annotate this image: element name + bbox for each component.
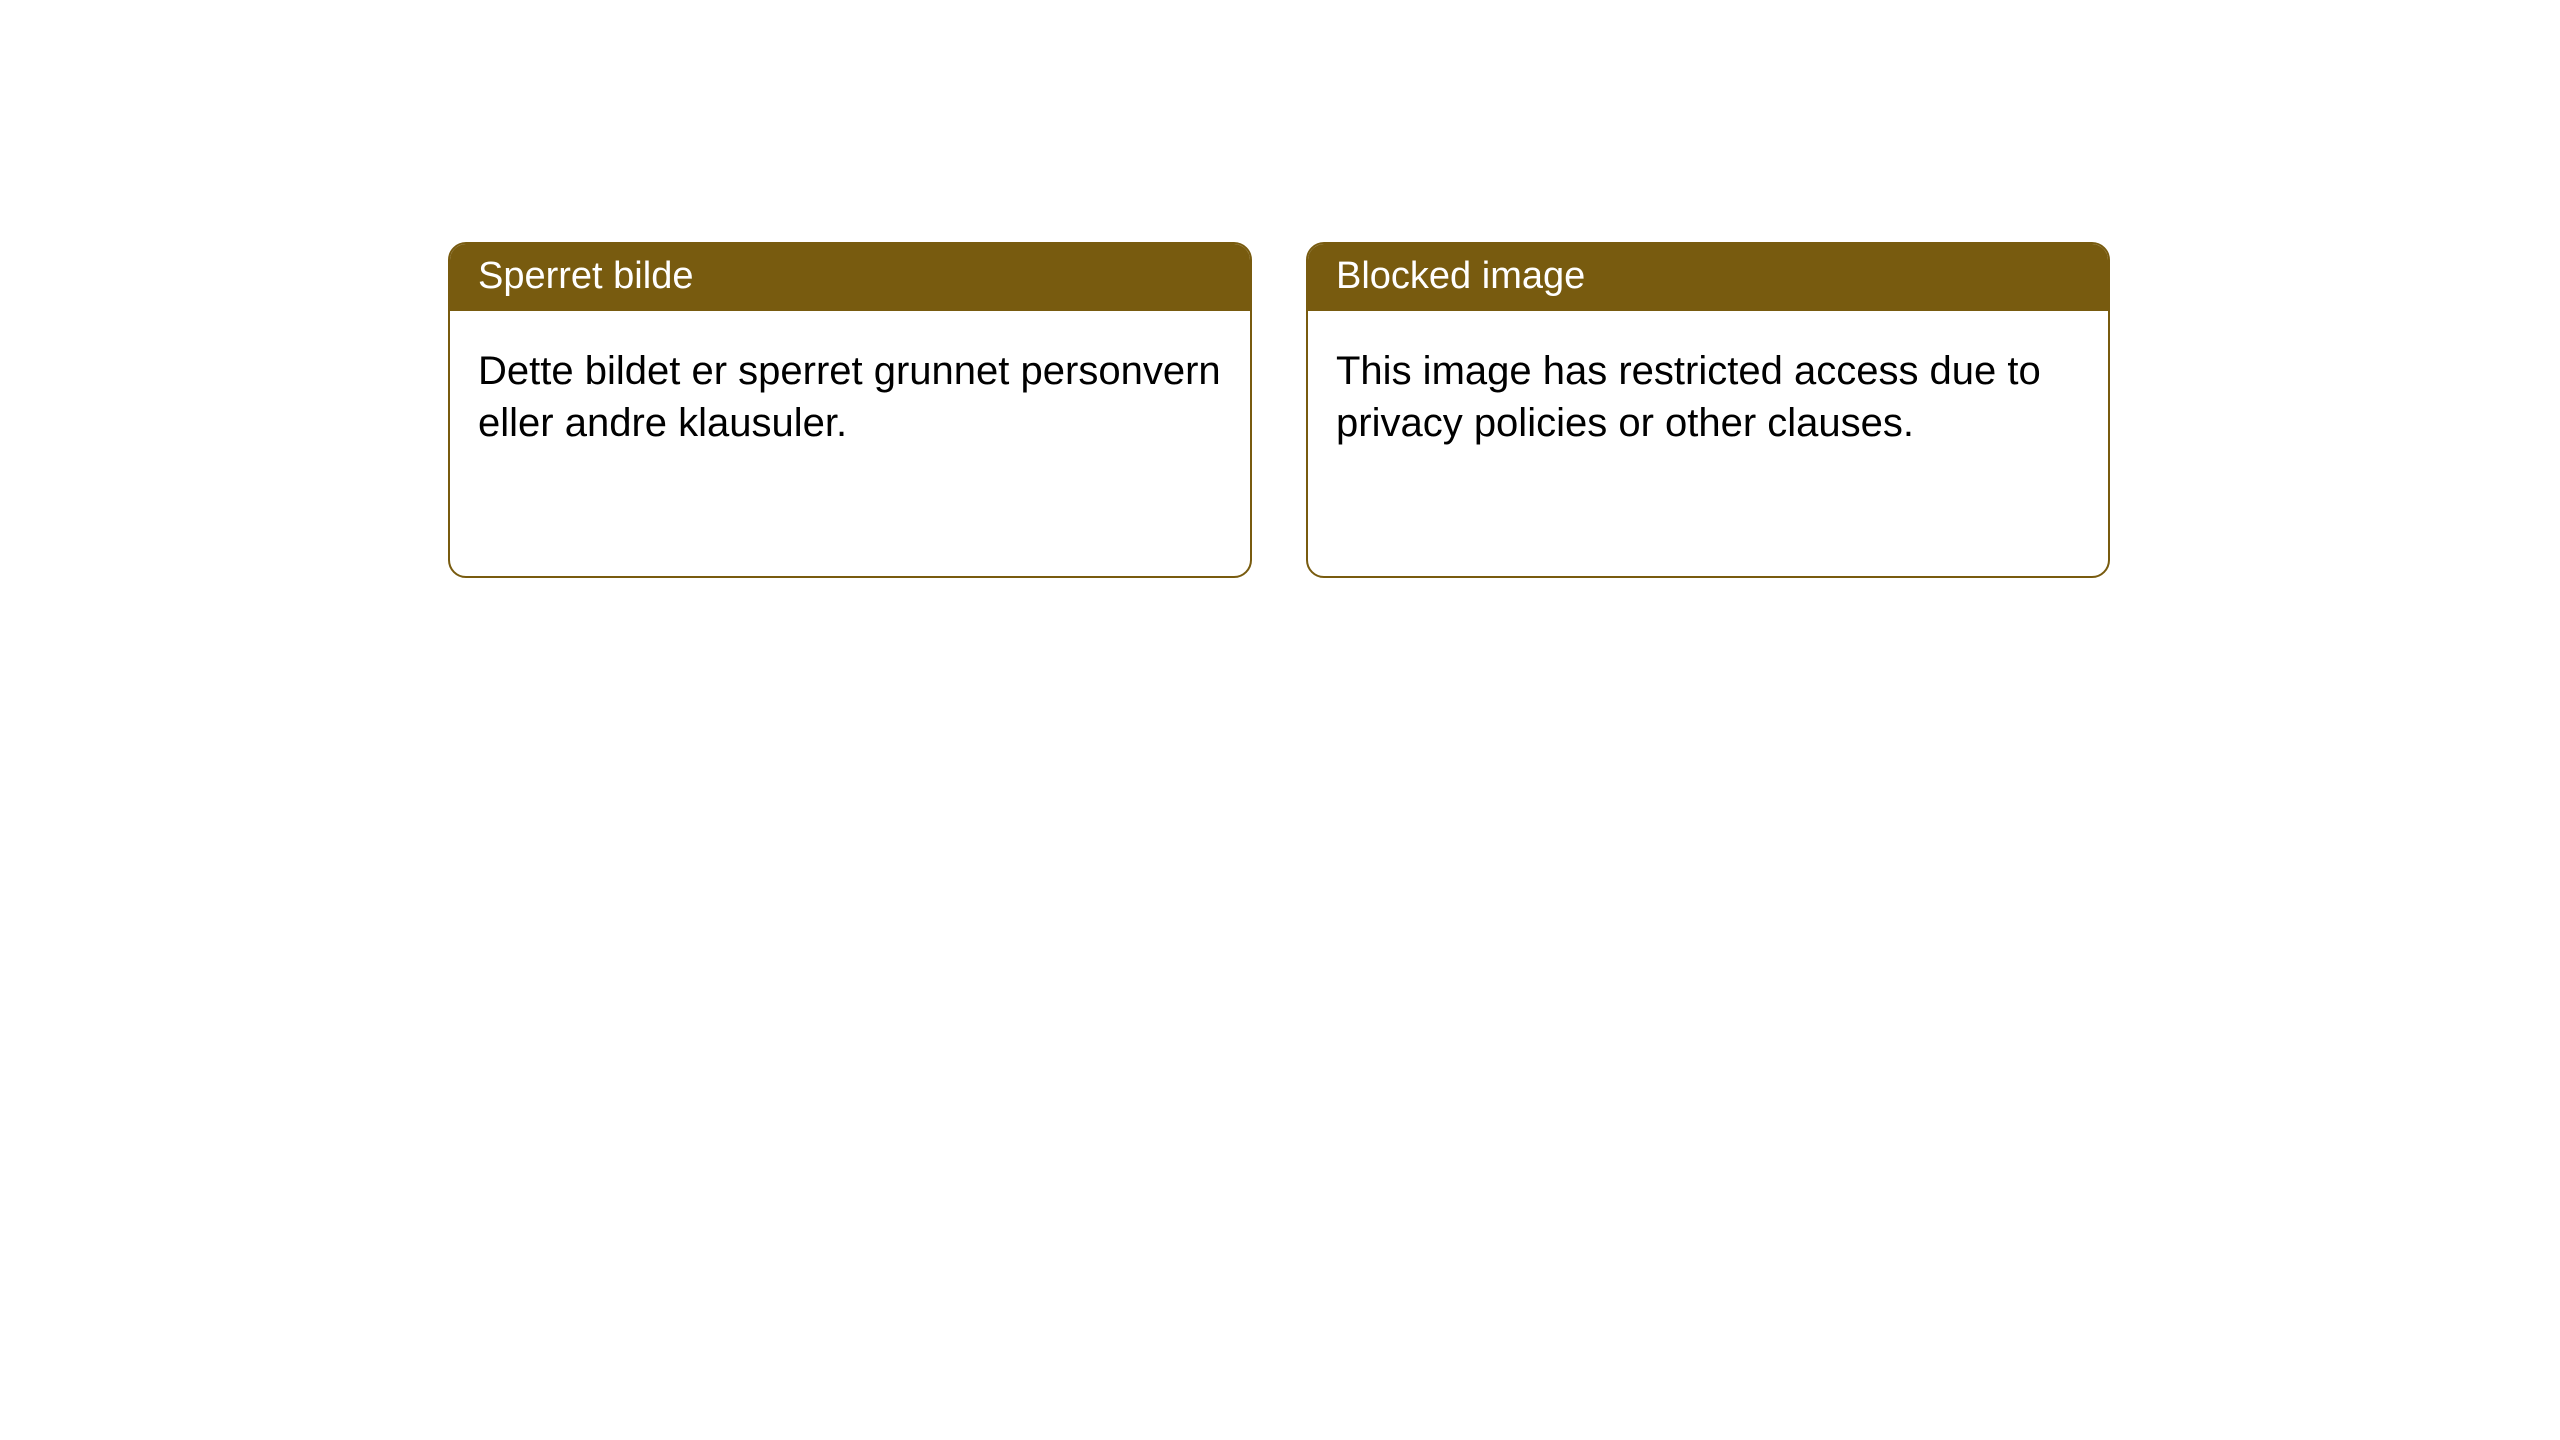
notice-body-english: This image has restricted access due to …: [1308, 311, 2108, 483]
notice-body-norwegian: Dette bildet er sperret grunnet personve…: [450, 311, 1250, 483]
notice-container: Sperret bilde Dette bildet er sperret gr…: [0, 0, 2560, 578]
notice-header-english: Blocked image: [1308, 244, 2108, 311]
notice-card-norwegian: Sperret bilde Dette bildet er sperret gr…: [448, 242, 1252, 578]
notice-header-norwegian: Sperret bilde: [450, 244, 1250, 311]
notice-card-english: Blocked image This image has restricted …: [1306, 242, 2110, 578]
